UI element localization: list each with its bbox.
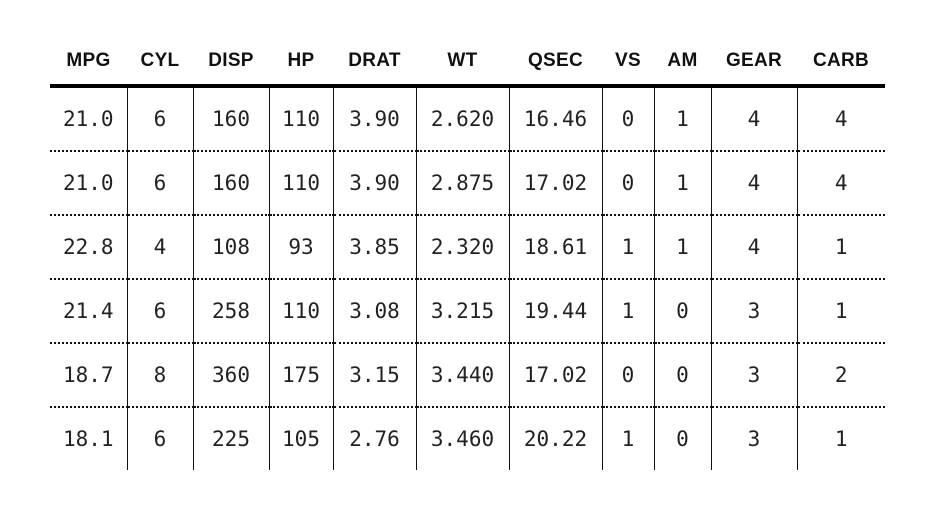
table-cell: 2: [796, 342, 885, 407]
table-cell: 20.22: [508, 406, 602, 470]
header-row: MPG CYL DISP HP DRAT WT QSEC VS AM GEAR …: [50, 38, 885, 88]
table-cell: 4: [710, 150, 797, 215]
table-cell: 1: [653, 214, 711, 279]
table-cell: 18.61: [508, 214, 602, 279]
table-cell: 0: [653, 342, 711, 407]
table-cell: 1: [601, 406, 654, 470]
header-cell-hp: HP: [269, 38, 333, 88]
table-cell: 108: [192, 214, 269, 279]
table-cell: 4: [796, 150, 885, 215]
table-cell: 3.460: [415, 406, 509, 470]
table-cell: 17.02: [508, 150, 602, 215]
table-cell: 3.215: [415, 278, 509, 343]
table-cell: 1: [601, 214, 654, 279]
data-table-container: MPG CYL DISP HP DRAT WT QSEC VS AM GEAR …: [50, 38, 885, 470]
table-cell: 21.4: [50, 278, 127, 343]
table-cell: 3.90: [332, 150, 416, 215]
table-cell: 6: [126, 86, 193, 151]
table-cell: 3: [710, 406, 797, 470]
table-cell: 1: [601, 278, 654, 343]
table-cell: 1: [653, 86, 711, 151]
table-cell: 225: [192, 406, 269, 470]
table-cell: 0: [653, 406, 711, 470]
table-cell: 6: [126, 406, 193, 470]
table-cell: 0: [653, 278, 711, 343]
table-cell: 16.46: [508, 86, 602, 151]
table-cell: 1: [796, 406, 885, 470]
header-cell-vs: VS: [602, 38, 654, 88]
header-cell-gear: GEAR: [711, 38, 797, 88]
table-cell: 360: [192, 342, 269, 407]
table-cell: 0: [601, 342, 654, 407]
table-cell: 2.875: [415, 150, 509, 215]
table-cell: 3.440: [415, 342, 509, 407]
table-cell: 4: [710, 86, 797, 151]
table-cell: 3.08: [332, 278, 416, 343]
table-cell: 0: [601, 150, 654, 215]
table-row: 21.4 6 258 110 3.08 3.215 19.44 1 0 3 1: [50, 278, 885, 343]
table-cell: 2.76: [332, 406, 416, 470]
table-cell: 8: [126, 342, 193, 407]
mtcars-table: MPG CYL DISP HP DRAT WT QSEC VS AM GEAR …: [50, 38, 885, 470]
header-cell-mpg: MPG: [50, 38, 127, 88]
header-cell-am: AM: [654, 38, 711, 88]
table-cell: 3.85: [332, 214, 416, 279]
table-cell: 4: [796, 86, 885, 151]
table-cell: 18.7: [50, 342, 127, 407]
table-cell: 4: [710, 214, 797, 279]
header-cell-carb: CARB: [797, 38, 885, 88]
table-cell: 93: [268, 214, 333, 279]
table-cell: 3.90: [332, 86, 416, 151]
table-cell: 1: [796, 278, 885, 343]
table-cell: 6: [126, 150, 193, 215]
table-cell: 110: [268, 150, 333, 215]
table-cell: 258: [192, 278, 269, 343]
table-cell: 17.02: [508, 342, 602, 407]
header-cell-disp: DISP: [193, 38, 269, 88]
table-cell: 19.44: [508, 278, 602, 343]
table-cell: 110: [268, 278, 333, 343]
table-row: 22.8 4 108 93 3.85 2.320 18.61 1 1 4 1: [50, 214, 885, 279]
table-cell: 21.0: [50, 150, 127, 215]
table-cell: 2.320: [415, 214, 509, 279]
table-cell: 0: [601, 86, 654, 151]
table-cell: 21.0: [62, 107, 114, 131]
table-row: 18.1 6 225 105 2.76 3.460 20.22 1 0 3 1: [50, 406, 885, 470]
table-row: 21.0 6 160 110 3.90 2.875 17.02 0 1 4 4: [50, 150, 885, 215]
table-cell: 160: [192, 86, 269, 151]
table-cell: 175: [268, 342, 333, 407]
table-cell: 3.15: [332, 342, 416, 407]
table-cell: 105: [268, 406, 333, 470]
table-cell: 1: [796, 214, 885, 279]
table-cell: 3: [710, 278, 797, 343]
table-cell: 22.8: [50, 214, 127, 279]
table-row: 21.0 6 160 110 3.90 2.620 16.46 0 1 4 4: [50, 86, 885, 151]
table-cell: 1: [653, 150, 711, 215]
header-cell-cyl: CYL: [127, 38, 193, 88]
table-row: 18.7 8 360 175 3.15 3.440 17.02 0 0 3 2: [50, 342, 885, 407]
header-cell-wt: WT: [416, 38, 509, 88]
table-cell: 18.1: [50, 406, 127, 470]
table-cell: 4: [126, 214, 193, 279]
table-cell: 110: [268, 86, 333, 151]
table-cell: 3: [710, 342, 797, 407]
header-cell-drat: DRAT: [333, 38, 416, 88]
table-cell: 2.620: [415, 86, 509, 151]
table-cell: 160: [192, 150, 269, 215]
header-cell-qsec: QSEC: [509, 38, 602, 88]
table-cell: 6: [126, 278, 193, 343]
